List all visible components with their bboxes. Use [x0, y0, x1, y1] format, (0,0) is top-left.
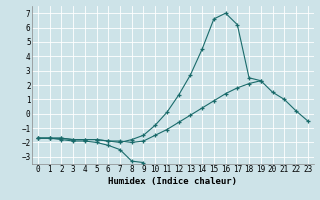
X-axis label: Humidex (Indice chaleur): Humidex (Indice chaleur): [108, 177, 237, 186]
